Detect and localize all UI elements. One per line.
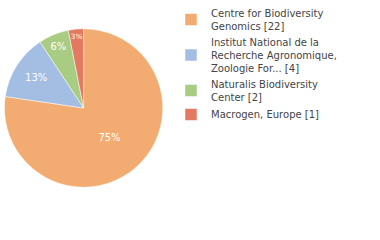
svg-text:Macrogen, Europe [1]: Macrogen, Europe [1]: [211, 109, 319, 120]
svg-text:Naturalis BiodiversityCenter [: Naturalis BiodiversityCenter [2]: [211, 79, 318, 103]
svg-text:6%: 6%: [51, 41, 67, 52]
svg-text:3%: 3%: [71, 32, 83, 41]
svg-text:Institut National de laRecherc: Institut National de laRecherche Agronom…: [211, 37, 337, 74]
svg-text:13%: 13%: [25, 72, 47, 83]
svg-text:75%: 75%: [98, 132, 120, 143]
svg-text:Centre for BiodiversityGenomic: Centre for BiodiversityGenomics [22]: [211, 8, 324, 32]
